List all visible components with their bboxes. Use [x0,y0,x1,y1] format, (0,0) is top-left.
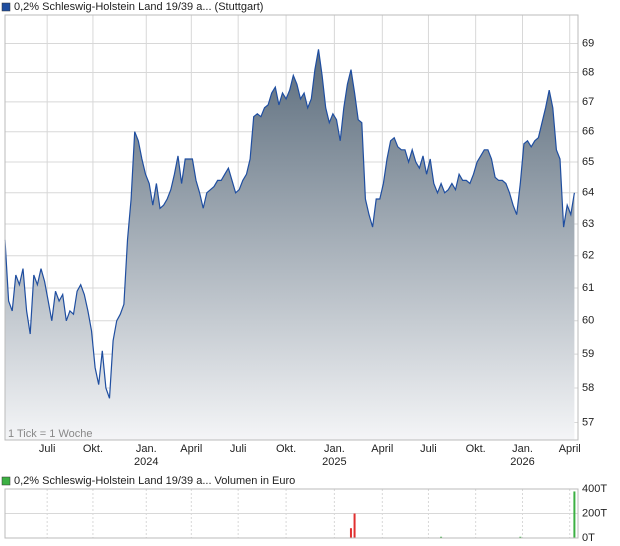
x-tick-label: Juli [39,443,56,455]
x-tick-label: April [559,443,581,455]
y-tick-label: 400T [582,483,607,495]
x-tick-label: Juli [420,443,437,455]
y-tick-label: 65 [582,156,594,168]
x-tick-label: April [180,443,202,455]
y-tick-label: 66 [582,126,594,138]
y-tick-label: 0T [582,532,595,544]
x-tick-label: Okt. [83,443,103,455]
volume-bar [573,491,576,538]
volume-bar [519,536,522,538]
plot-frame [4,14,579,441]
area-fill [5,49,575,441]
chart-title: 0,2% Schleswig-Holstein Land 19/39 a... … [14,1,263,13]
y-tick-label: 64 [582,187,594,199]
legend-swatch [1,2,11,12]
volume-bar [440,536,443,538]
volume-bar [353,513,356,538]
x-tick-label: Okt. [466,443,486,455]
x-year-label: 2025 [322,456,346,468]
chart-title: 0,2% Schleswig-Holstein Land 19/39 a... … [14,475,295,487]
x-tick-label: Jan. [512,443,533,455]
y-tick-label: 57 [582,416,594,428]
y-tick-label: 67 [582,96,594,108]
x-year-label: 2024 [134,456,158,468]
x-tick-label: Okt. [276,443,296,455]
y-tick-label: 62 [582,250,594,262]
volume-bar [349,528,352,538]
y-tick-label: 59 [582,348,594,360]
x-tick-label: Jan. [324,443,345,455]
y-tick-label: 63 [582,218,594,230]
plot-frame [4,488,579,539]
x-tick-label: Juli [230,443,247,455]
price-line [4,49,575,399]
y-tick-label: 60 [582,315,594,327]
y-tick-label: 200T [582,507,607,519]
legend-swatch [1,476,11,486]
y-tick-label: 61 [582,282,594,294]
y-tick-label: 58 [582,382,594,394]
y-tick-label: 69 [582,37,594,49]
annotation: 1 Tick = 1 Woche [8,428,92,440]
x-tick-label: April [371,443,393,455]
y-tick-label: 68 [582,66,594,78]
x-year-label: 2026 [510,456,534,468]
x-tick-label: Jan. [136,443,157,455]
